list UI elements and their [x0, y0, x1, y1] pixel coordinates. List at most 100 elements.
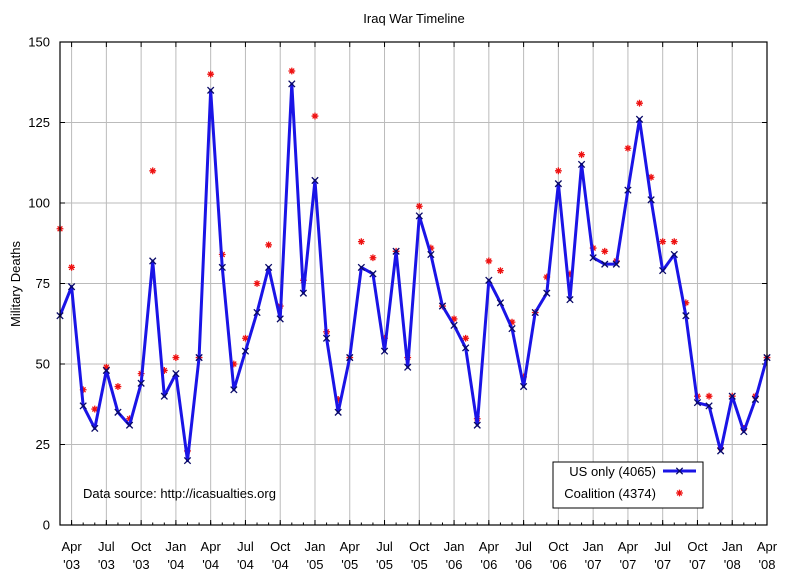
- x-tick-label-year: '06: [550, 557, 567, 572]
- x-tick-label-year: '04: [237, 557, 254, 572]
- coalition-point: [670, 238, 678, 246]
- us-point: [322, 334, 331, 342]
- x-tick-label-year: '07: [689, 557, 706, 572]
- y-tick-label: 25: [36, 437, 50, 452]
- coalition-point: [91, 405, 99, 413]
- us-point: [485, 276, 493, 284]
- y-tick-label: 150: [28, 35, 50, 50]
- us-point: [601, 260, 609, 268]
- y-tick-label: 50: [36, 357, 50, 372]
- us-point: [508, 324, 516, 333]
- x-tick-label-month: Apr: [340, 539, 361, 554]
- coalition-point: [566, 270, 574, 278]
- us-point: [334, 408, 342, 416]
- coalition-point: [485, 257, 493, 265]
- us-point: [543, 289, 551, 297]
- coalition-point: [230, 360, 238, 368]
- us-point: [438, 302, 447, 310]
- us-point: [612, 260, 620, 268]
- x-tick-label-year: '03: [98, 557, 115, 572]
- plot-frame: [59, 41, 768, 526]
- coalition-point: [636, 99, 643, 107]
- coalition-point: [508, 318, 516, 326]
- x-tick-label-year: '04: [167, 557, 184, 572]
- y-axis-ticks: 0 25 50 75 100 125 150: [28, 35, 767, 533]
- coalition-point: [369, 254, 377, 262]
- x-tick-label-year: '04: [202, 557, 219, 572]
- x-tick-label-month: Jul: [98, 539, 115, 554]
- x-tick-label-month: Jul: [515, 539, 532, 554]
- x-tick-label-year: '05: [376, 557, 393, 572]
- us-point: [427, 250, 435, 259]
- x-axis-ticks: Apr '03 Jul '03 Oct '03 Jan '04 Apr '04 Jul '04 Oct '…: [61, 42, 778, 572]
- x-tick-label-month: Jan: [722, 539, 743, 554]
- us-point: [647, 196, 655, 204]
- us-point: [716, 447, 725, 455]
- x-tick-label-year: '06: [446, 557, 463, 572]
- data-source-note: Data source: http://icasualties.org: [83, 486, 276, 501]
- us-point: [276, 315, 284, 323]
- coalition-point: [334, 396, 342, 403]
- coalition-point: [68, 264, 75, 271]
- x-tick-label-year: '04: [272, 557, 289, 572]
- us-point: [740, 427, 748, 436]
- us-point: [450, 321, 458, 330]
- coalition-point: [79, 386, 87, 394]
- coalition-point: [126, 415, 133, 423]
- x-tick-label-month: Oct: [409, 539, 430, 554]
- us-point: [160, 392, 168, 400]
- us-point: [682, 312, 690, 320]
- x-tick-label-year: '03: [63, 557, 80, 572]
- coalition-point: [647, 173, 655, 181]
- x-tick-label-year: '08: [759, 557, 776, 572]
- coalition-point: [705, 392, 713, 400]
- us-point: [357, 263, 366, 272]
- coalition-point: [543, 273, 551, 281]
- us-point: [728, 392, 736, 400]
- us-point: [415, 212, 423, 220]
- y-tick-label: 125: [28, 115, 50, 130]
- us-point: [183, 456, 192, 465]
- us-point: [125, 421, 134, 429]
- us-point: [288, 80, 296, 88]
- x-tick-label-month: Apr: [618, 539, 639, 554]
- us-point: [346, 353, 354, 362]
- legend-label-us: US only (4065): [569, 464, 656, 479]
- coalition-point: [265, 241, 273, 249]
- us-point: [624, 186, 632, 194]
- y-tick-label: 0: [43, 518, 50, 533]
- coalition-point: [114, 383, 122, 390]
- coalition-point: [578, 151, 585, 159]
- us-point: [566, 295, 574, 304]
- x-tick-label-month: Jan: [444, 539, 465, 554]
- us-point: [404, 363, 412, 371]
- x-tick-label-year: '07: [654, 557, 671, 572]
- coalition-point: [554, 167, 562, 175]
- y-tick-label: 75: [36, 276, 50, 291]
- coalition-point: [288, 67, 296, 75]
- us-point: [114, 408, 122, 416]
- x-tick-label-year: '05: [411, 557, 428, 572]
- us-point: [207, 86, 215, 94]
- coalition-point: [659, 238, 667, 246]
- us-point: [531, 308, 539, 317]
- us-point: [577, 160, 586, 169]
- us-point: [659, 266, 667, 275]
- us-point: [218, 263, 226, 272]
- us-series-line: [58, 82, 769, 463]
- legend-label-coalition: Coalition (4374): [564, 486, 656, 501]
- us-point: [369, 270, 377, 278]
- us-point: [91, 424, 99, 433]
- us-point: [473, 421, 481, 429]
- us-point: [461, 344, 470, 352]
- coalition-point: [450, 315, 458, 323]
- us-point: [195, 353, 203, 362]
- x-tick-label-month: Jul: [376, 539, 393, 554]
- us-point: [554, 180, 563, 188]
- x-tick-label-month: Jan: [583, 539, 604, 554]
- us-point: [79, 402, 87, 410]
- x-tick-label-month: Apr: [757, 539, 778, 554]
- legend-box: [552, 461, 704, 509]
- us-point: [253, 308, 261, 317]
